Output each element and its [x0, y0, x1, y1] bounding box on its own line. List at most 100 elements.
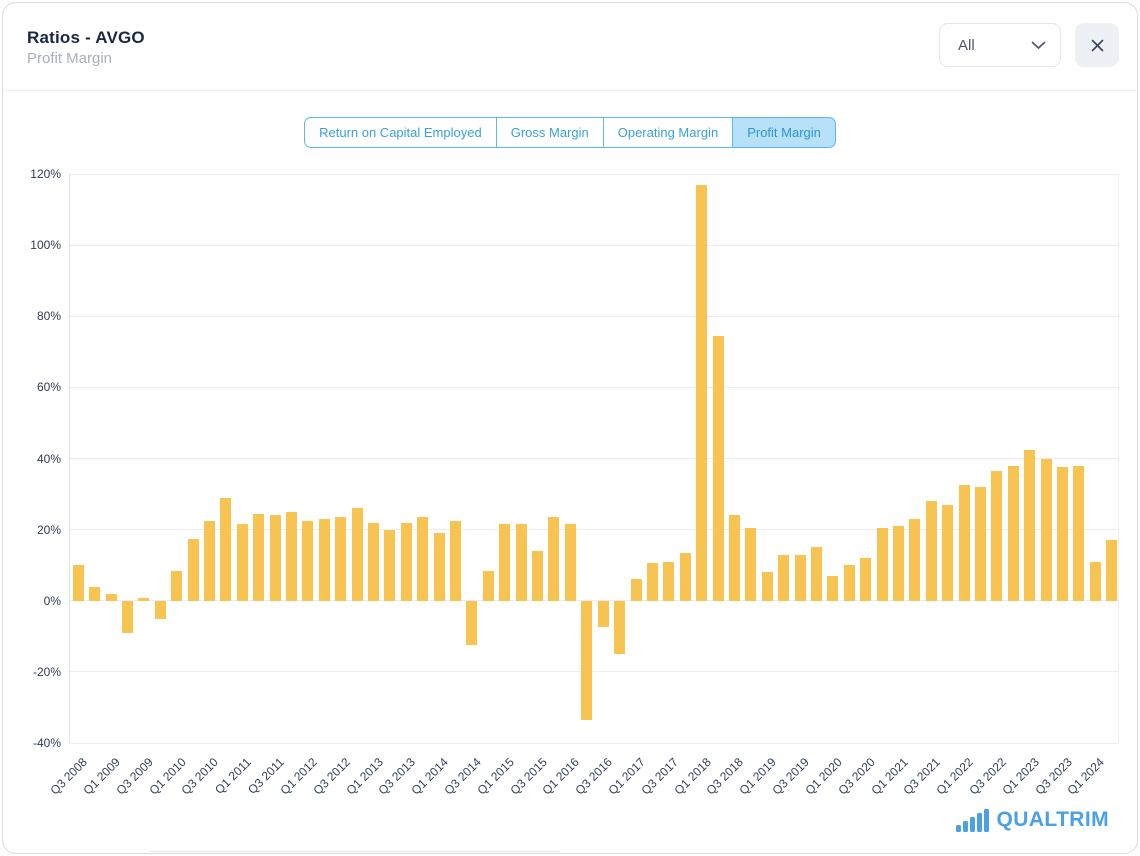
chart-bar-q1-2017[interactable]: [630, 579, 642, 601]
y-tick-label: 0%: [43, 593, 61, 608]
y-tick-label: 60%: [36, 380, 61, 395]
tab-operating-margin[interactable]: Operating Margin: [602, 117, 734, 148]
chart-bar-q3-2012[interactable]: [335, 517, 347, 601]
chart-bar-q4-2014[interactable]: [482, 570, 494, 601]
chart-bar-q3-2018[interactable]: [728, 515, 740, 601]
chart-bar-q1-2015[interactable]: [499, 524, 511, 601]
chart-bar-q4-2017[interactable]: [679, 552, 691, 601]
chart-bar-q1-2023[interactable]: [1024, 449, 1036, 601]
logo-text: QUALTRIM: [996, 808, 1109, 831]
ratio-tabs: Return on Capital Employed Gross Margin Op…: [3, 117, 1137, 148]
chart-bar-q2-2016[interactable]: [581, 600, 593, 720]
chart-bar-q2-2024[interactable]: [1106, 540, 1118, 601]
y-tick-label: 40%: [36, 451, 61, 466]
gridline--20: [70, 671, 1118, 673]
chart-bar-q2-2023[interactable]: [1040, 458, 1052, 601]
tab-return-on-capital-employed[interactable]: Return on Capital Employed: [304, 117, 497, 148]
chart-bar-q4-2022[interactable]: [1007, 465, 1019, 601]
chart-bar-q4-2020[interactable]: [876, 527, 888, 601]
chart-bar-q4-2010[interactable]: [220, 497, 232, 601]
chart-bar-q2-2019[interactable]: [778, 554, 790, 601]
chart-bar-q1-2018[interactable]: [696, 184, 708, 601]
chart-bar-q1-2012[interactable]: [302, 520, 314, 601]
range-select-value: All: [958, 36, 975, 54]
chart-bar-q3-2011[interactable]: [269, 515, 281, 601]
y-tick-label: 20%: [36, 522, 61, 537]
chart-bar-q2-2011[interactable]: [253, 513, 265, 601]
chart-bar-q2-2022[interactable]: [975, 486, 987, 601]
chart-bar-q4-2016[interactable]: [614, 600, 626, 655]
chart-bar-q4-2019[interactable]: [810, 547, 822, 601]
chart-bar-q3-2017[interactable]: [663, 561, 675, 601]
page-subtitle: Profit Margin: [27, 50, 113, 67]
chart-bar-q4-2013[interactable]: [417, 517, 429, 601]
y-tick-label: -40%: [32, 736, 61, 750]
chart-bar-q3-2015[interactable]: [532, 550, 544, 601]
chart-bar-q3-2010[interactable]: [203, 520, 215, 601]
gridline-60: [70, 386, 1118, 388]
chart-bar-q4-2011[interactable]: [285, 511, 297, 601]
gridline-0: [70, 600, 1118, 602]
chart-bar-q1-2021[interactable]: [893, 526, 905, 601]
chart-bar-q2-2017[interactable]: [646, 563, 658, 601]
gridline-40: [70, 458, 1118, 459]
chart-bar-q1-2019[interactable]: [761, 572, 773, 601]
chart-bar-q3-2022[interactable]: [991, 470, 1003, 601]
chart-bar-q2-2012[interactable]: [318, 518, 330, 601]
chart-bar-q1-2014[interactable]: [433, 533, 445, 601]
chart-bar-q1-2010[interactable]: [171, 570, 183, 601]
profit-margin-chart: [69, 173, 1119, 744]
chart-bar-q3-2019[interactable]: [794, 554, 806, 601]
chart-bar-q3-2009[interactable]: [138, 598, 150, 601]
range-select-dropdown[interactable]: All: [939, 23, 1061, 67]
chart-bar-q2-2021[interactable]: [909, 518, 921, 601]
chart-bar-q1-2020[interactable]: [827, 575, 839, 601]
chart-bar-q3-2008[interactable]: [72, 565, 84, 601]
chart-bar-q2-2020[interactable]: [843, 565, 855, 601]
chart-bar-q2-2018[interactable]: [712, 335, 724, 601]
close-button[interactable]: [1075, 23, 1119, 67]
chart-bar-q1-2022[interactable]: [958, 485, 970, 601]
chart-bar-q1-2024[interactable]: [1089, 561, 1101, 601]
y-axis-labels: 120% 100% 80% 60% 40% 20% 0% -20% -40%: [3, 167, 61, 750]
bar-chart-icon: [955, 808, 989, 832]
chart-bar-q4-2018[interactable]: [745, 527, 757, 601]
chart-bar-q3-2020[interactable]: [860, 558, 872, 601]
chart-bar-q4-2008[interactable]: [89, 586, 101, 601]
chart-bar-q4-2021[interactable]: [942, 504, 954, 601]
chart-bar-q2-2014[interactable]: [450, 520, 462, 601]
gridline-20: [70, 529, 1118, 531]
y-tick-label: 100%: [30, 238, 61, 253]
tab-profit-margin[interactable]: Profit Margin: [732, 117, 836, 148]
gridline--40: [70, 742, 1118, 744]
chart-bar-q4-2015[interactable]: [548, 517, 560, 601]
chart-bar-q1-2011[interactable]: [236, 524, 248, 601]
chart-bar-q3-2016[interactable]: [597, 600, 609, 628]
gridline-120: [70, 173, 1118, 175]
chart-bar-q1-2009[interactable]: [105, 593, 117, 601]
tab-gross-margin[interactable]: Gross Margin: [495, 117, 604, 148]
chart-bar-q2-2013[interactable]: [384, 529, 396, 601]
chart-bar-q1-2013[interactable]: [368, 522, 380, 601]
y-tick-label: -20%: [32, 664, 61, 679]
chart-bar-q3-2013[interactable]: [400, 522, 412, 601]
chart-bar-q2-2010[interactable]: [187, 538, 199, 601]
chart-bar-q2-2015[interactable]: [515, 524, 527, 601]
gridline-100: [70, 244, 1118, 246]
chart-bar-q4-2012[interactable]: [351, 508, 363, 601]
x-axis-labels: Q3 2008 Q1 2009 Q3 2009 Q1 2010 Q3 2010 Q1 20…: [48, 749, 1119, 809]
gridline-80: [70, 315, 1118, 317]
chart-bar-q3-2023[interactable]: [1057, 467, 1069, 601]
chart-bar-q4-2009[interactable]: [154, 600, 166, 619]
page-title: Ratios - AVGO: [27, 28, 145, 47]
chart-bar-q3-2014[interactable]: [466, 600, 478, 646]
chevron-down-icon: [1031, 41, 1046, 50]
chart-bar-q3-2021[interactable]: [925, 501, 937, 601]
chart-bar-q4-2023[interactable]: [1073, 465, 1085, 601]
chart-bar-q2-2009[interactable]: [121, 600, 133, 633]
modal-header: Ratios - AVGO Profit Margin All: [3, 3, 1137, 91]
background-window-edge: [150, 851, 560, 852]
chart-bar-q1-2016[interactable]: [564, 524, 576, 601]
close-icon: [1090, 38, 1105, 53]
